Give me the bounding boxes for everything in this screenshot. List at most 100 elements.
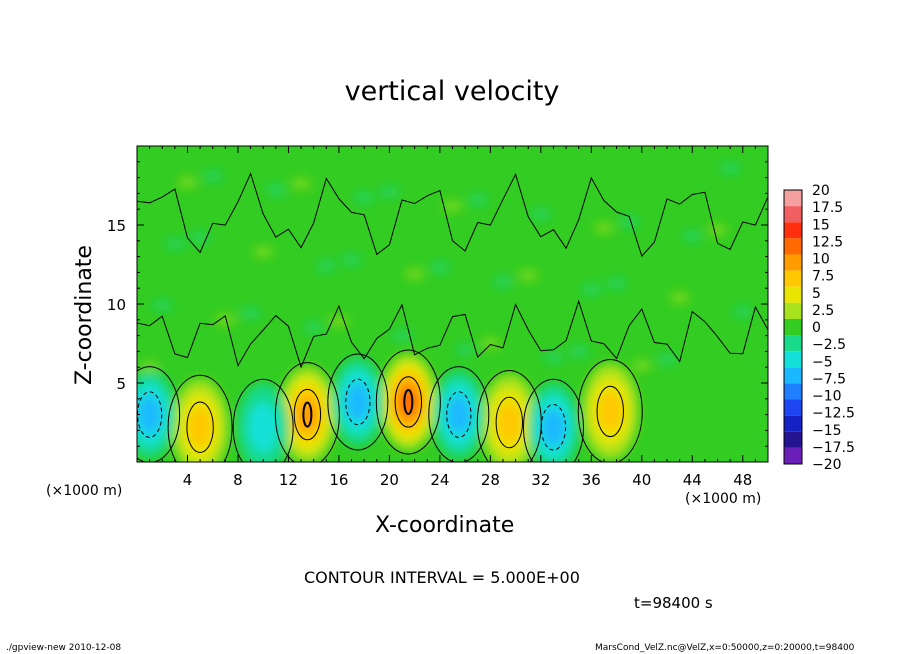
contour-five: [495, 396, 523, 449]
noise-patch: [152, 299, 173, 312]
contour-five: [446, 391, 472, 438]
contour-zero: [577, 358, 643, 462]
colorbar-swatch: [784, 431, 802, 448]
time-label: t=98400 s: [634, 594, 713, 612]
noise-patch: [467, 193, 488, 206]
noise-patch: [455, 343, 476, 356]
contour-zero: [327, 353, 389, 451]
colorbar-label: 7.5: [812, 269, 834, 285]
x-tick-label: 16: [329, 471, 348, 489]
noise-patch: [720, 162, 741, 175]
colorbar-swatch: [784, 383, 802, 400]
contour-ten: [403, 388, 414, 415]
noise-patch: [707, 223, 728, 236]
colorbar-label: 10: [812, 252, 830, 268]
noise-patch: [429, 261, 450, 274]
footer-right: MarsCond_VelZ.nc@VelZ,x=0:50000,z=0:2000…: [595, 643, 855, 653]
colorbar-label: 5: [812, 286, 821, 302]
contour-interval-label: CONTOUR INTERVAL = 5.000E+00: [304, 568, 580, 587]
noise-patch: [379, 185, 400, 198]
contour-zero: [428, 366, 490, 462]
colorbar-swatch: [784, 286, 802, 303]
colorbar-swatch: [784, 222, 802, 239]
colorbar-label: 17.5: [812, 200, 843, 216]
contour-zero: [476, 370, 542, 462]
x-tick-label: 20: [380, 471, 399, 489]
noise-patch: [139, 361, 160, 374]
noise-patch: [291, 177, 312, 190]
x-tick-label: 32: [531, 471, 550, 489]
colorbar-frame: [783, 189, 803, 465]
noise-patch: [631, 359, 652, 372]
x-tick-label: 24: [430, 471, 449, 489]
noise-patch: [177, 176, 198, 189]
velocity-cell-downdraft-5: [137, 370, 176, 459]
noise-patch: [593, 222, 614, 235]
noise-patch: [606, 277, 627, 290]
y-tick-label: 5: [116, 375, 126, 393]
colorbar-label: 0: [812, 320, 821, 336]
contour-zero: [167, 374, 233, 462]
x-tick-label: 12: [279, 471, 298, 489]
y-tick-label: 15: [107, 217, 126, 235]
contour-zero: [375, 349, 441, 455]
colorbar-label: −7.5: [812, 371, 846, 387]
velocity-cell-downdraft-8: [432, 370, 485, 459]
x-axis-unit-left: (×1000 m): [46, 483, 123, 499]
x-tick-label: 8: [233, 471, 243, 489]
velocity-cell-updraft-4: [582, 363, 639, 460]
x-tick-label: 28: [481, 471, 500, 489]
noise-patch: [303, 321, 324, 334]
colorbar-label: −15: [812, 423, 842, 439]
contour-five: [293, 388, 322, 441]
colorbar-label: 2.5: [812, 303, 834, 319]
noise-patch: [442, 200, 463, 213]
colorbar-label: 12.5: [812, 234, 843, 250]
colorbar-label: −2.5: [812, 337, 846, 353]
colorbar-swatch: [784, 367, 802, 384]
noise-patch: [657, 353, 678, 366]
noise-patch: [215, 313, 236, 326]
footer-left: ./gpview-new 2010-12-08: [6, 643, 122, 653]
chart-title: vertical velocity: [344, 76, 560, 107]
noise-patch: [316, 260, 337, 273]
noise-patch: [568, 345, 589, 358]
contour-zero: [232, 378, 294, 462]
contour-upper: [137, 172, 768, 258]
x-axis-label: X-coordinate: [375, 513, 515, 538]
colorbar-swatch: [784, 447, 802, 464]
noise-patch: [341, 253, 362, 266]
noise-patch: [682, 230, 703, 243]
noise-patch: [354, 192, 375, 205]
noise-patch: [392, 329, 413, 342]
noise-patch: [581, 283, 602, 296]
x-tick-label: 48: [733, 471, 752, 489]
contour-five: [186, 401, 214, 453]
contour-ten: [302, 401, 313, 428]
contour-zero: [137, 366, 181, 462]
colorbar-swatch: [784, 318, 802, 336]
contour-five: [137, 391, 163, 438]
contour-zero: [274, 362, 340, 462]
colorbar-label: 15: [812, 217, 830, 233]
noise-patch: [265, 184, 286, 197]
colorbar-swatch: [784, 206, 802, 223]
noise-patch: [190, 231, 211, 244]
noise-patch: [543, 351, 564, 364]
colorbar-swatch: [784, 270, 802, 287]
noise-patch: [492, 275, 513, 288]
velocity-cell-updraft-2: [380, 353, 437, 450]
x-axis-unit-right: (×1000 m): [685, 491, 762, 507]
y-axis-label: Z-coordinate: [72, 245, 97, 385]
contour-five: [345, 378, 371, 426]
noise-patch: [164, 237, 185, 250]
colorbar-swatch: [784, 302, 802, 319]
colorbar-label: −17.5: [812, 440, 855, 456]
noise-patch: [202, 170, 223, 183]
noise-patch: [530, 207, 551, 220]
x-tick-label: 36: [582, 471, 601, 489]
contour-layer-boundary: [137, 299, 768, 369]
colorbar-swatch: [784, 190, 802, 207]
contour-zero: [522, 378, 584, 462]
